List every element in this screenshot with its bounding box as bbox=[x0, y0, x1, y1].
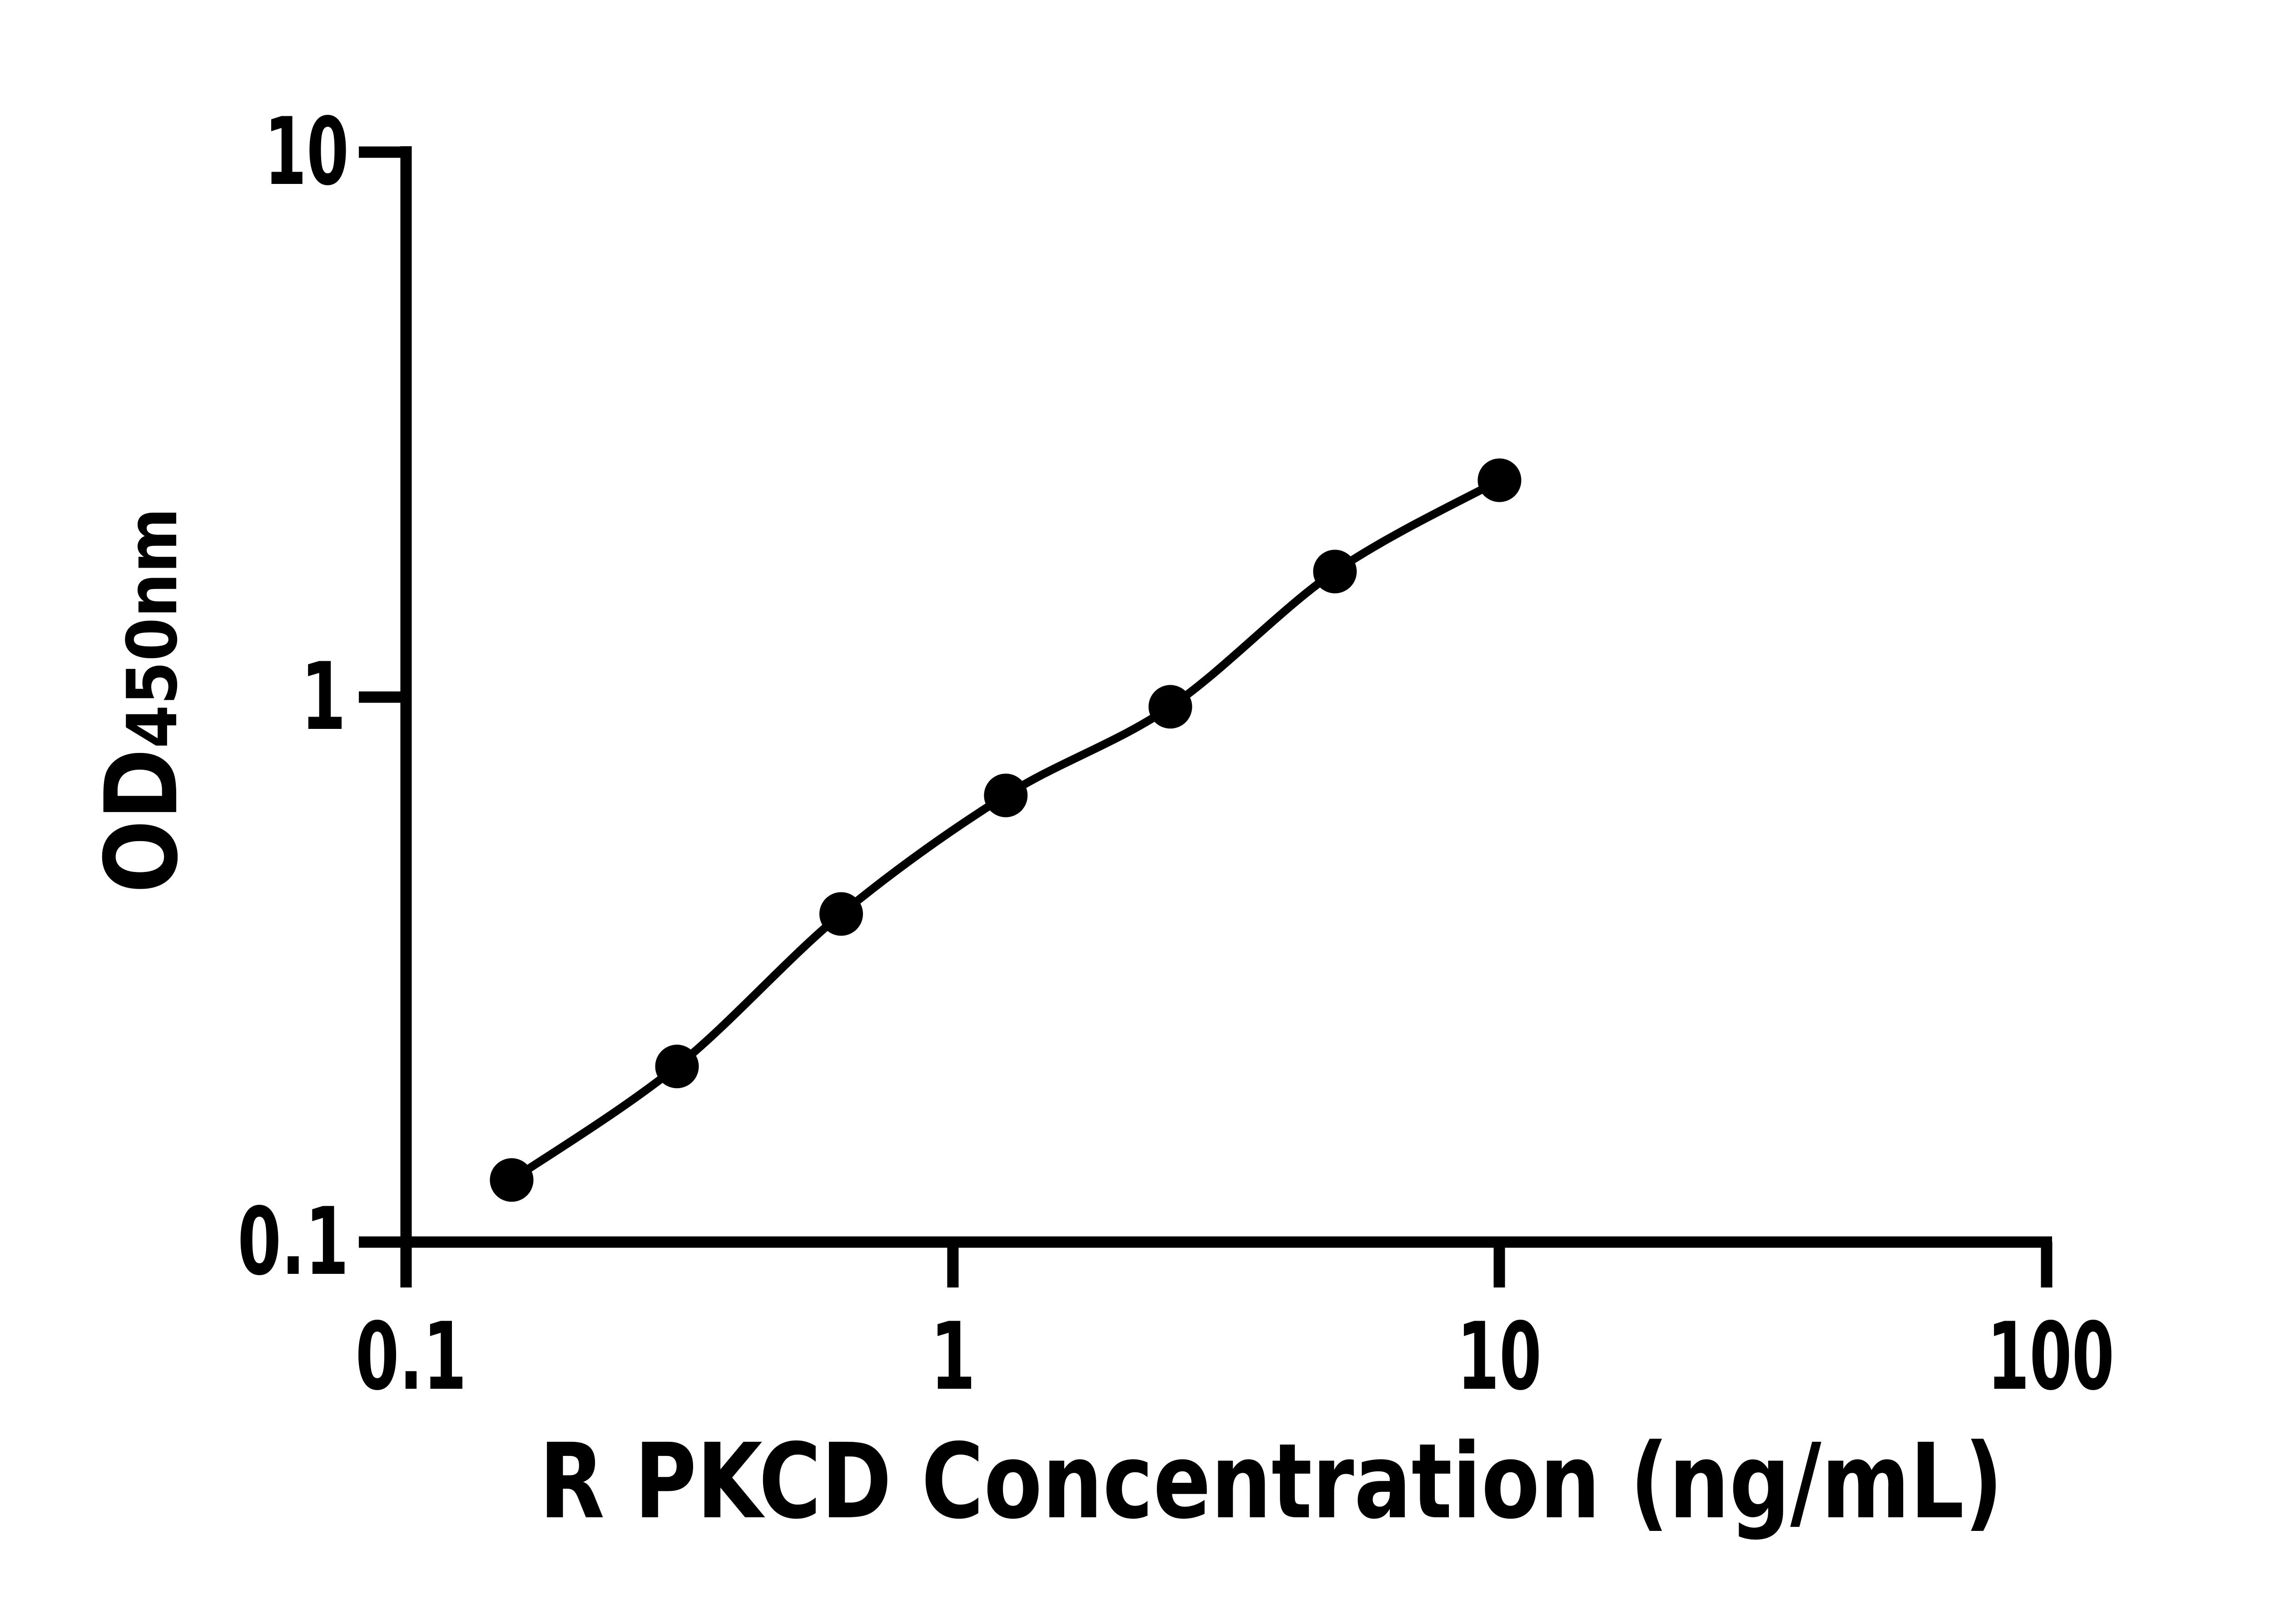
y-tick-label-0-1: 0.1 bbox=[238, 1188, 349, 1296]
data-point bbox=[490, 1158, 534, 1202]
y-tick-label-10: 10 bbox=[264, 98, 349, 206]
x-tick-label-1: 1 bbox=[930, 1303, 976, 1411]
axes-and-ticks bbox=[359, 146, 2053, 1287]
x-tick-label-0-1: 0.1 bbox=[356, 1303, 467, 1411]
data-point bbox=[1478, 458, 1522, 502]
y-tick-label-1: 1 bbox=[301, 643, 346, 751]
y-axis-title-main: OD bbox=[84, 748, 200, 893]
y-axis-title: OD 450nm bbox=[84, 508, 200, 893]
data-point bbox=[819, 892, 863, 936]
x-tick-label-100: 100 bbox=[1987, 1303, 2114, 1411]
x-tick-label-10: 10 bbox=[1457, 1303, 1542, 1411]
data-point bbox=[1313, 550, 1357, 594]
y-axis-title-sub: 450nm bbox=[112, 508, 193, 748]
data-point bbox=[984, 773, 1028, 817]
data-points-layer bbox=[490, 458, 1522, 1202]
x-axis-title: R PKCD Concentration (ng/mL) bbox=[539, 1421, 2003, 1542]
data-point bbox=[655, 1045, 699, 1089]
data-point bbox=[1148, 685, 1192, 729]
